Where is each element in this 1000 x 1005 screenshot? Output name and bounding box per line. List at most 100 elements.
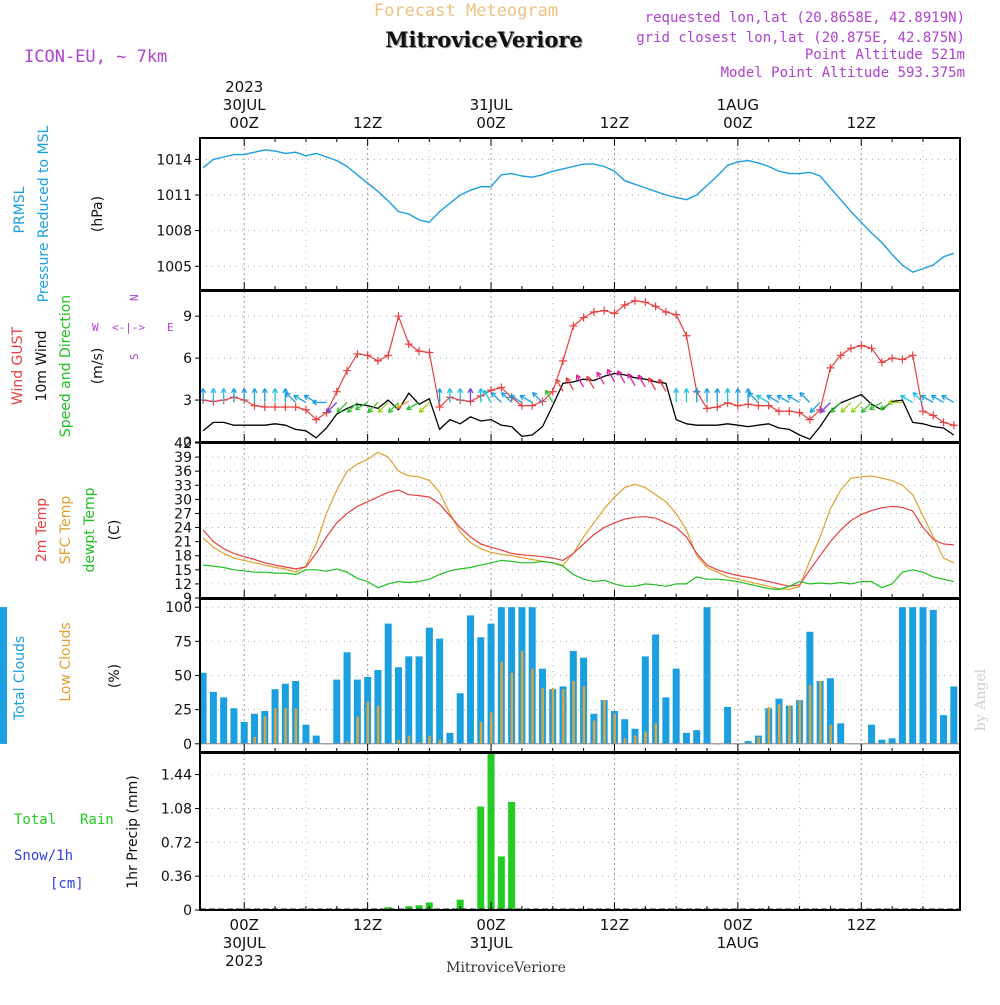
gust-marker [857, 341, 866, 350]
top-time-label: 30JUL [223, 96, 266, 114]
gust-marker [918, 407, 927, 416]
data-layer [0, 149, 960, 910]
gust-marker [785, 407, 794, 416]
wind-ytick-label: 9 [183, 309, 192, 325]
gust-marker [898, 355, 907, 364]
top-time-label: 12Z [847, 114, 876, 132]
wind-direction-arrow [776, 394, 790, 404]
pressure-unit: (hPa) [90, 196, 106, 232]
gust-marker [528, 401, 537, 410]
total-cloud-bar [394, 667, 402, 744]
low-cloud-bar [634, 735, 637, 744]
precip-label-snow: Snow/1h [14, 848, 73, 864]
wind-direction-arrow [869, 401, 883, 411]
total-cloud-bar [353, 679, 361, 744]
wind-arrow-head [786, 394, 793, 401]
gust-marker [877, 358, 886, 367]
wind-arrow-head [861, 407, 867, 413]
wind-arrow-head [745, 388, 752, 394]
wind-arrow-head [396, 403, 402, 409]
wind-arrow-head [367, 407, 373, 413]
wind-arrow-head [819, 407, 826, 413]
gust-marker [250, 401, 259, 410]
total-cloud-bar [929, 609, 937, 744]
gust-marker [672, 310, 681, 319]
wind-arrow-head [406, 404, 412, 411]
precip-label-cm: [cm] [50, 876, 84, 892]
total-cloud-bar [682, 732, 690, 744]
total-cloud-bar [950, 686, 958, 744]
low-cloud-bar [767, 706, 771, 744]
gust-marker [641, 298, 650, 307]
model-name: ICON-EU, ~ 7km [24, 47, 167, 67]
gust-marker [260, 403, 269, 412]
compass-w: W [92, 321, 99, 334]
low-cloud-bar [654, 723, 658, 744]
gust-marker [651, 302, 660, 311]
temp-ytick-label: 39 [174, 450, 192, 466]
requested-coords: requested lon,lat (20.8658E, 42.8919N) [645, 10, 965, 26]
total-cloud-bar [384, 623, 392, 744]
wind-unit: (m/s) [90, 348, 106, 385]
gust-marker [579, 313, 588, 322]
wind-arrow-head [210, 388, 217, 394]
compass-e: E [167, 321, 174, 334]
wind-direction-arrow [285, 392, 297, 403]
low-cloud-bar [541, 687, 544, 744]
clouds-ytick-label: 25 [174, 703, 192, 719]
rain-bar [415, 905, 423, 910]
wind-direction-arrow [900, 394, 914, 404]
wind-arrow-head [575, 374, 582, 380]
rain-bar [497, 856, 505, 910]
temp-unit: (C) [107, 520, 123, 541]
wind-arrow-head [519, 394, 526, 401]
total-cloud-bar [343, 652, 351, 744]
compass-n: N [128, 294, 141, 301]
wind-arrow-head [941, 394, 947, 401]
gust-marker [312, 415, 321, 424]
wind-arrow-head [617, 370, 623, 376]
total-cloud-bar [652, 634, 660, 744]
cloud-label-low: Low Clouds [58, 622, 74, 701]
wind-ytick-label: 0 [183, 435, 192, 451]
low-cloud-bar [500, 661, 503, 744]
wind-direction-arrow [509, 394, 523, 404]
total-cloud-bar [446, 732, 454, 744]
wind-direction-arrow [519, 394, 533, 404]
wind-arrow-head [606, 368, 613, 375]
bottom-time-label: 12Z [847, 916, 876, 934]
wind-direction-arrow [748, 392, 759, 403]
wind-arrow-head [879, 404, 886, 411]
wind-direction-arrow [840, 402, 852, 413]
top-time-label: 1AUG [717, 96, 759, 114]
temp-label-sfc: SFC Temp [58, 496, 74, 565]
compass-arrows: <-|-> [112, 321, 145, 334]
gust-marker [754, 401, 763, 410]
wind-arrow-head [888, 399, 894, 406]
bottom-time-label: 00Z [723, 916, 752, 934]
wind-label-10m: 10m Wind [34, 330, 50, 401]
low-cloud-bar [263, 716, 267, 744]
gust-marker [939, 418, 948, 427]
total-cloud-bar [909, 607, 917, 744]
precip-labels: Total Rain Snow/1h [cm] 1hr Precip (mm) [14, 775, 141, 892]
precip-ytick-label: 1.08 [161, 801, 192, 817]
temp-ytick-label: 42 [174, 436, 192, 452]
wind-direction-arrow [586, 376, 595, 389]
wind-direction-arrow [627, 373, 636, 387]
watermark: by Angel [973, 668, 989, 731]
wind-direction-arrow [820, 402, 831, 413]
wind-direction-arrow [483, 390, 492, 403]
wind-arrow-head [776, 394, 783, 401]
temp-ytick-label: 21 [174, 535, 192, 551]
gust-marker [703, 404, 712, 413]
wind10m-line [202, 372, 955, 440]
wind-direction-arrow [799, 392, 811, 403]
wind-arrow-head [446, 388, 453, 394]
low-cloud-bar [644, 731, 647, 744]
wind-arrow-head [596, 371, 602, 378]
precip-label-total: Total [14, 812, 56, 828]
low-cloud-bar [829, 724, 832, 744]
wind-arrow-head [293, 394, 299, 401]
point-altitude: Point Altitude 521m [805, 47, 965, 63]
